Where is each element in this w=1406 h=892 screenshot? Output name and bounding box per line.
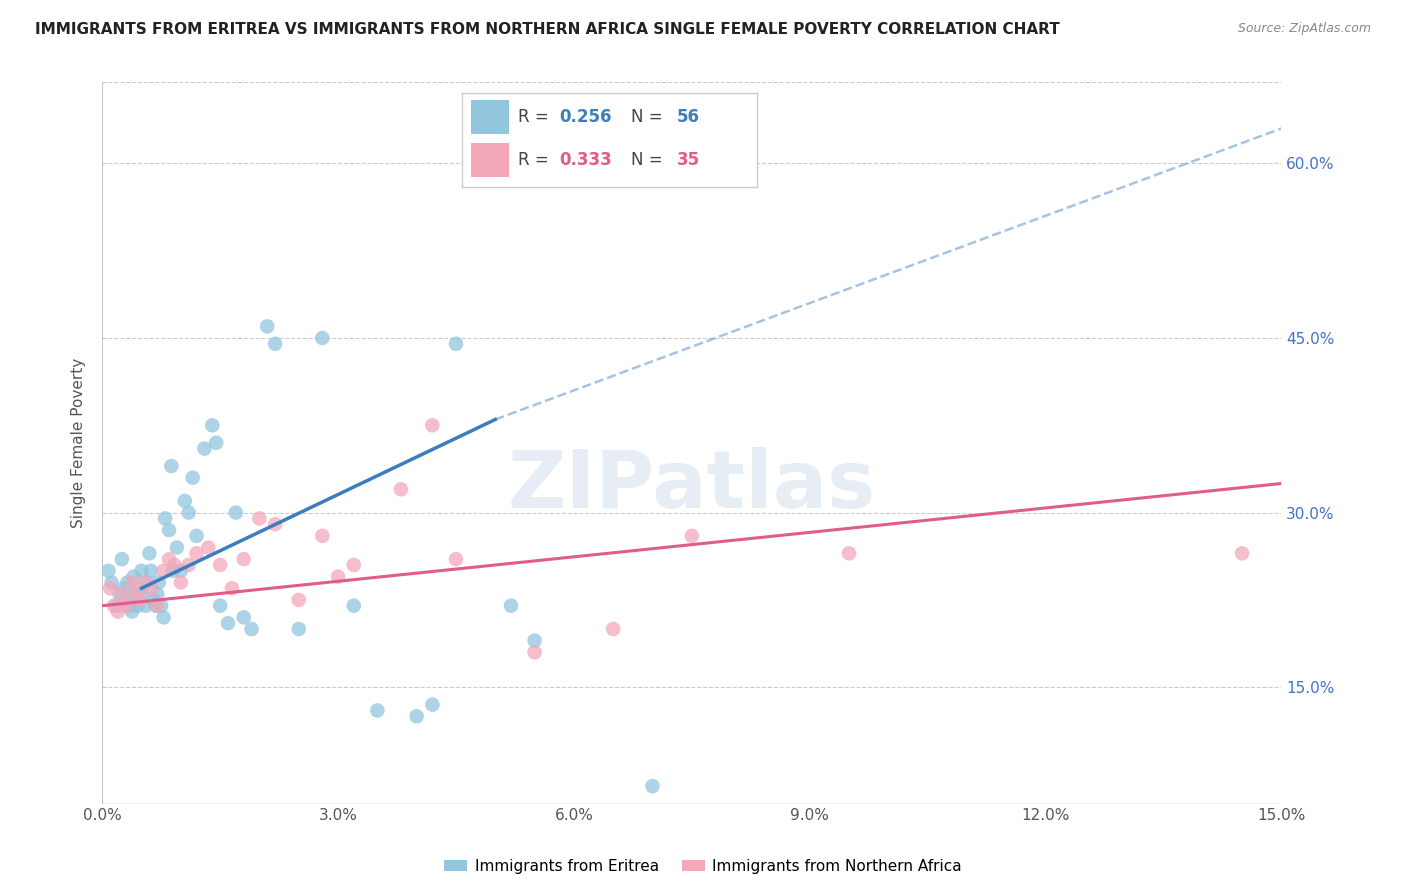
Point [139, 581, 162, 595]
Point [186, 529, 208, 543]
Point [232, 552, 254, 566]
Point [148, 575, 170, 590]
Point [150, 599, 173, 613]
Point [193, 442, 215, 456]
Point [98, 581, 121, 595]
Point [114, 593, 136, 607]
Point [838, 546, 860, 560]
Point [124, 587, 146, 601]
Point [326, 569, 349, 583]
Point [121, 575, 143, 590]
Point [232, 610, 254, 624]
Point [209, 558, 232, 572]
Point [173, 494, 195, 508]
Point [177, 506, 200, 520]
Y-axis label: Single Female Poverty: Single Female Poverty [72, 358, 86, 528]
Point [422, 418, 444, 433]
Point [422, 698, 444, 712]
Point [100, 575, 122, 590]
Point [499, 599, 522, 613]
Point [444, 552, 467, 566]
Point [366, 704, 388, 718]
Point [121, 605, 143, 619]
Point [170, 575, 193, 590]
Point [287, 593, 309, 607]
Point [134, 575, 156, 590]
Point [205, 435, 228, 450]
Point [256, 319, 278, 334]
Point [114, 599, 136, 613]
Text: Source: ZipAtlas.com: Source: ZipAtlas.com [1237, 22, 1371, 36]
Point [136, 575, 159, 590]
Point [152, 610, 174, 624]
Point [132, 587, 155, 601]
Text: ZIPatlas: ZIPatlas [508, 447, 876, 525]
Point [389, 483, 412, 497]
Legend: Immigrants from Eritrea, Immigrants from Northern Africa: Immigrants from Eritrea, Immigrants from… [439, 853, 967, 880]
Point [145, 599, 167, 613]
Point [129, 581, 152, 595]
Point [142, 593, 165, 607]
Point [209, 599, 232, 613]
Point [264, 517, 287, 532]
Point [221, 581, 243, 595]
Point [197, 541, 219, 555]
Point [523, 645, 546, 659]
Point [139, 564, 162, 578]
Point [287, 622, 309, 636]
Point [217, 616, 239, 631]
Point [131, 564, 153, 578]
Point [129, 593, 152, 607]
Point [170, 564, 193, 578]
Text: IMMIGRANTS FROM ERITREA VS IMMIGRANTS FROM NORTHERN AFRICA SINGLE FEMALE POVERTY: IMMIGRANTS FROM ERITREA VS IMMIGRANTS FR… [35, 22, 1060, 37]
Point [1230, 546, 1253, 560]
Point [153, 511, 176, 525]
Point [166, 541, 188, 555]
Point [343, 599, 366, 613]
Point [112, 581, 135, 595]
Point [160, 458, 183, 473]
Point [264, 336, 287, 351]
Point [523, 633, 546, 648]
Point [111, 587, 134, 601]
Point [177, 558, 200, 572]
Point [186, 546, 208, 560]
Point [108, 587, 131, 601]
Point [163, 558, 186, 572]
Point [201, 418, 224, 433]
Point [127, 599, 149, 613]
Point [146, 587, 169, 601]
Point [602, 622, 624, 636]
Point [118, 599, 141, 613]
Point [157, 552, 180, 566]
Point [181, 471, 204, 485]
Point [405, 709, 427, 723]
Point [103, 599, 125, 613]
Point [107, 605, 129, 619]
Point [146, 599, 169, 613]
Point [311, 331, 333, 345]
Point [97, 564, 120, 578]
Point [162, 564, 184, 578]
Point [105, 599, 128, 613]
Point [134, 599, 156, 613]
Point [111, 552, 134, 566]
Point [641, 779, 664, 793]
Point [152, 564, 174, 578]
Point [117, 575, 139, 590]
Point [681, 529, 703, 543]
Point [311, 529, 333, 543]
Point [240, 622, 263, 636]
Point [249, 511, 271, 525]
Point [138, 546, 160, 560]
Point [343, 558, 366, 572]
Point [225, 506, 247, 520]
Point [122, 569, 145, 583]
Point [124, 587, 146, 601]
Point [157, 523, 180, 537]
Point [444, 336, 467, 351]
